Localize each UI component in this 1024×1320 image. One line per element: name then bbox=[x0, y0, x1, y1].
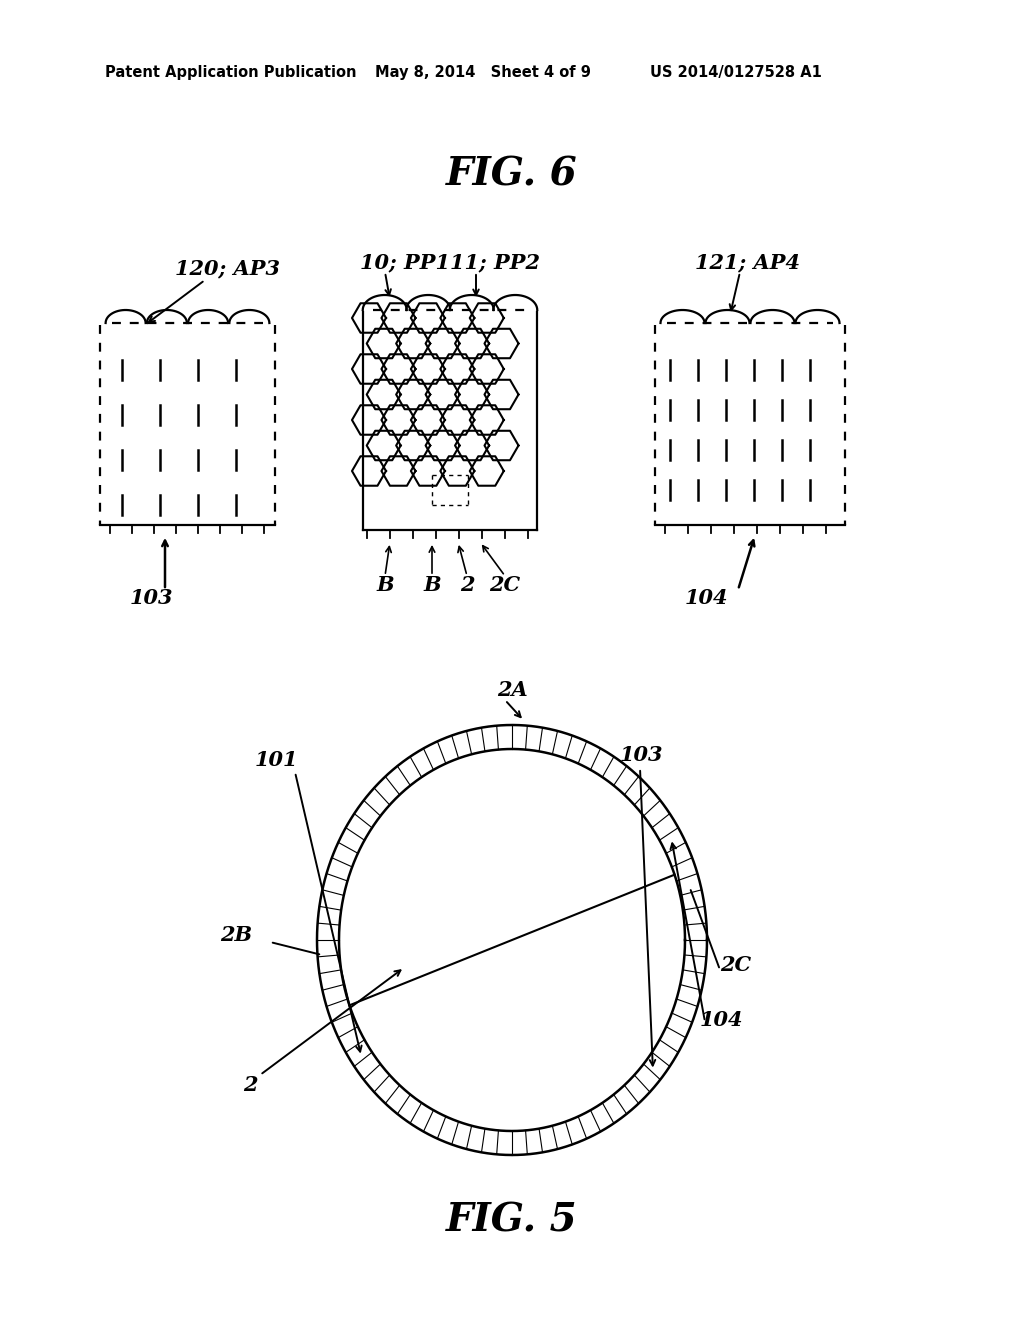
Text: Patent Application Publication: Patent Application Publication bbox=[105, 65, 356, 79]
Text: 121; AP4: 121; AP4 bbox=[695, 252, 800, 272]
Text: FIG. 6: FIG. 6 bbox=[446, 156, 578, 194]
Text: 2B: 2B bbox=[220, 925, 252, 945]
Text: 2: 2 bbox=[243, 1074, 257, 1096]
Text: 11; PP2: 11; PP2 bbox=[450, 252, 540, 272]
Text: 10; PP1: 10; PP1 bbox=[360, 252, 450, 272]
Text: B: B bbox=[423, 576, 440, 595]
Text: 101: 101 bbox=[255, 750, 299, 770]
Text: 103: 103 bbox=[620, 744, 664, 766]
Text: B: B bbox=[376, 576, 394, 595]
Text: 120; AP3: 120; AP3 bbox=[175, 257, 280, 279]
Text: May 8, 2014   Sheet 4 of 9: May 8, 2014 Sheet 4 of 9 bbox=[375, 65, 591, 79]
Text: US 2014/0127528 A1: US 2014/0127528 A1 bbox=[650, 65, 822, 79]
Text: 2A: 2A bbox=[497, 680, 527, 700]
Text: 103: 103 bbox=[130, 587, 173, 609]
Text: 104: 104 bbox=[685, 587, 728, 609]
Text: 2: 2 bbox=[460, 576, 474, 595]
Text: 104: 104 bbox=[700, 1010, 743, 1030]
Text: 2C: 2C bbox=[720, 954, 752, 975]
Text: 2C: 2C bbox=[489, 576, 520, 595]
Text: FIG. 5: FIG. 5 bbox=[446, 1201, 578, 1239]
